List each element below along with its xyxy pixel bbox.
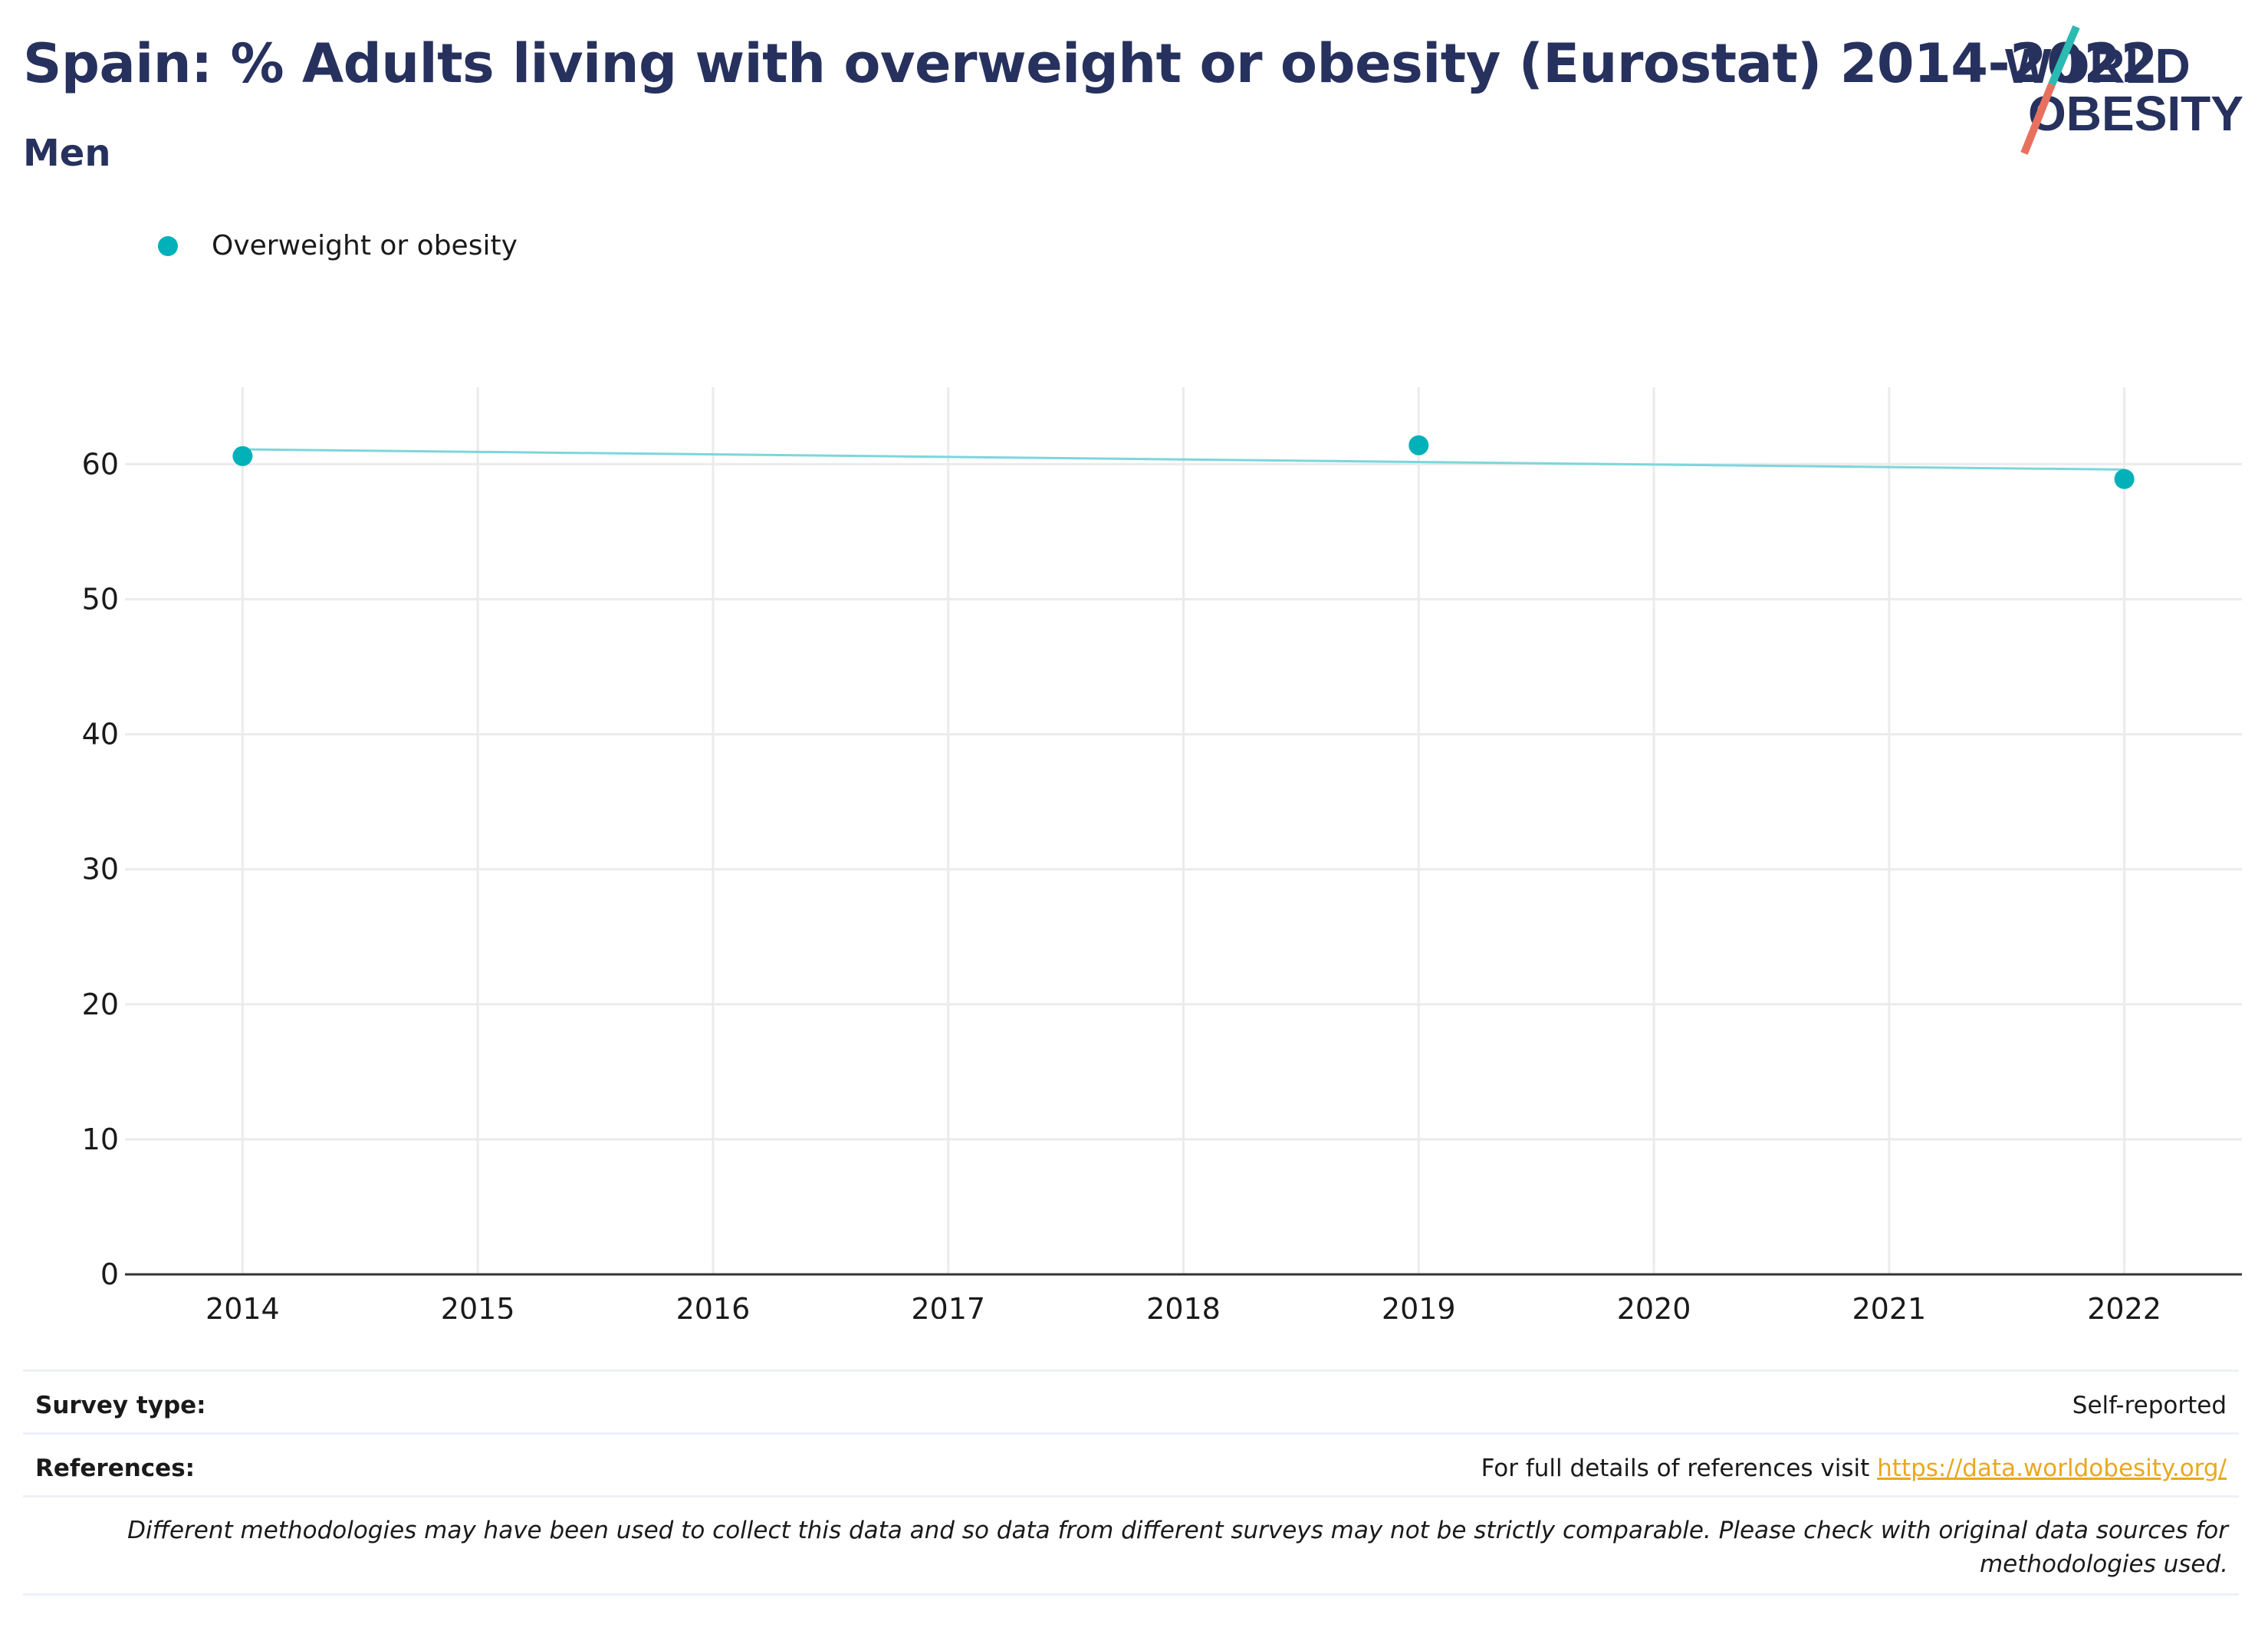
disclaimer-rule <box>23 1495 2239 1498</box>
x-tick-label: 2018 <box>1146 1292 1221 1319</box>
data-point <box>232 445 253 466</box>
y-tick-label: 50 <box>82 582 119 616</box>
survey-type-label: Survey type: <box>35 1392 206 1419</box>
legend[interactable]: Overweight or obesity <box>158 230 518 261</box>
footer-bottom-rule <box>23 1593 2239 1596</box>
y-tick-label: 20 <box>82 988 119 1021</box>
references-text: For full details of references visit <box>1481 1455 1878 1482</box>
x-tick-label: 2015 <box>441 1292 515 1319</box>
x-tick-label: 2014 <box>205 1292 280 1319</box>
y-tick-label: 10 <box>82 1123 119 1156</box>
x-tick-label: 2019 <box>1382 1292 1456 1319</box>
references-link[interactable]: https://data.worldobesity.org/ <box>1877 1455 2227 1482</box>
references-label: References: <box>35 1455 196 1482</box>
references-value: For full details of references visit htt… <box>1481 1455 2227 1482</box>
disclaimer-text: Different methodologies may have been us… <box>127 1517 2228 1578</box>
chart-title: Spain: % Adults living with overweight o… <box>23 32 2158 95</box>
y-tick-label: 60 <box>82 447 119 481</box>
x-tick-label: 2016 <box>676 1292 751 1319</box>
y-tick-label: 0 <box>100 1258 119 1291</box>
x-tick-label: 2022 <box>2087 1292 2161 1319</box>
x-tick-label: 2017 <box>911 1292 985 1319</box>
y-tick-label: 40 <box>82 718 119 751</box>
data-point <box>1408 435 1429 455</box>
x-tick-label: 2021 <box>1852 1292 1926 1319</box>
trend-line <box>242 448 2125 471</box>
legend-marker <box>158 235 178 256</box>
chart-subtitle: Men <box>23 132 111 175</box>
data-point <box>2114 469 2135 489</box>
survey-type-value: Self-reported <box>2072 1392 2227 1419</box>
logo-line1: WORLD <box>2005 38 2191 94</box>
world-obesity-logo: WORLD OBESITY <box>2005 25 2243 155</box>
survey-type-row: Survey type: Self-reported <box>23 1369 2239 1435</box>
references-row: References: For full details of referenc… <box>23 1432 2239 1498</box>
legend-label: Overweight or obesity <box>212 230 518 261</box>
y-tick-label: 30 <box>82 853 119 886</box>
logo-line2: OBESITY <box>2028 86 2243 141</box>
chart-plot: 2014 2015 2016 2017 2018 2019 2020 2021 2022 0 10 2… <box>82 387 2242 1319</box>
x-tick-label: 2020 <box>1617 1292 1691 1319</box>
